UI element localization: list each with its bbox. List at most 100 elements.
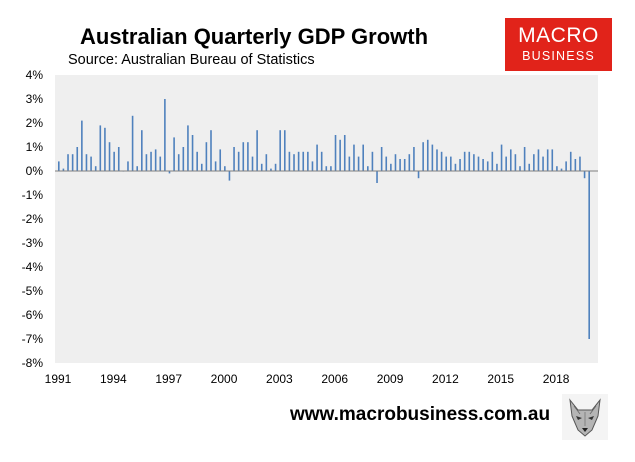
gdp-bar <box>362 144 364 171</box>
y-tick-label: -2% <box>22 212 44 226</box>
gdp-bar <box>537 149 540 171</box>
gdp-bar <box>71 154 74 171</box>
bars-group <box>58 99 590 339</box>
gdp-bar <box>150 151 152 171</box>
gdp-bar <box>408 154 411 171</box>
gdp-bar <box>546 149 549 171</box>
gdp-bar <box>90 156 92 171</box>
gdp-bar <box>108 142 111 171</box>
gdp-bar <box>523 147 526 171</box>
gdp-bar <box>491 151 494 171</box>
gdp-bar <box>256 130 258 171</box>
gdp-bar <box>196 151 198 171</box>
gdp-bar <box>385 156 388 171</box>
gdp-bar <box>260 163 263 171</box>
gdp-bar <box>454 163 457 171</box>
gdp-bar <box>307 151 309 171</box>
gdp-bar <box>62 168 65 171</box>
gdp-bar <box>187 125 189 171</box>
gdp-bar <box>154 149 157 171</box>
gdp-bar <box>579 156 581 171</box>
y-tick-label: -3% <box>22 236 44 250</box>
gdp-bar <box>279 130 281 171</box>
gdp-bar <box>569 151 572 171</box>
gdp-bar <box>76 147 79 171</box>
gdp-bar <box>316 144 318 171</box>
chart-title: Australian Quarterly GDP Growth <box>80 24 429 49</box>
gdp-bar <box>505 156 507 171</box>
gdp-bar <box>357 156 360 171</box>
y-tick-label: -7% <box>22 332 44 346</box>
gdp-bar <box>242 142 245 171</box>
website-url: www.macrobusiness.com.au <box>290 404 551 425</box>
gdp-bar <box>390 163 392 171</box>
x-tick-label: 2012 <box>432 372 459 386</box>
gdp-bar <box>380 147 383 171</box>
gdp-bar <box>173 137 175 171</box>
gdp-bar <box>468 151 471 171</box>
logo-bottom-text: BUSINESS <box>522 49 595 63</box>
x-tick-label: 2000 <box>211 372 238 386</box>
gdp-bar <box>247 142 249 171</box>
gdp-bar <box>85 154 88 171</box>
y-tick-label: -8% <box>22 356 44 370</box>
plot-area <box>55 75 598 363</box>
gdp-bar <box>67 154 69 171</box>
gdp-bar <box>371 151 374 171</box>
gdp-bar <box>348 156 351 171</box>
gdp-bar <box>330 166 332 171</box>
y-axis-labels: 4% 3% 2% 1% 0% -1% -2% -3% -4% -5% -6% -7% -8% <box>22 68 44 370</box>
gdp-bar <box>459 159 461 171</box>
y-tick-label: -1% <box>22 188 44 202</box>
y-tick-label: 4% <box>26 68 44 82</box>
y-tick-label: 0% <box>26 164 44 178</box>
gdp-bar <box>311 161 314 171</box>
gdp-bar <box>431 144 434 171</box>
gdp-bar <box>436 149 438 171</box>
gdp-bar <box>159 156 162 171</box>
gdp-bar <box>136 166 139 171</box>
gdp-bar <box>191 135 194 171</box>
gdp-bar <box>283 130 286 171</box>
gdp-bar <box>214 161 217 171</box>
gdp-bar <box>482 159 484 171</box>
chart-subtitle: Source: Australian Bureau of Statistics <box>68 52 315 68</box>
gdp-bar <box>343 135 346 171</box>
gdp-bar <box>477 156 480 171</box>
y-tick-label: 3% <box>26 92 44 106</box>
gdp-bar <box>297 151 300 171</box>
gdp-bar <box>177 154 180 171</box>
gdp-bar <box>334 135 337 171</box>
x-tick-label: 1994 <box>100 372 127 386</box>
gdp-bar <box>145 154 148 171</box>
x-tick-label: 2006 <box>321 372 348 386</box>
gdp-bar <box>58 161 60 171</box>
gdp-bar <box>228 171 231 181</box>
gdp-bar <box>205 142 208 171</box>
gdp-bar <box>224 166 226 171</box>
gdp-bar <box>274 163 277 171</box>
gdp-bar <box>104 127 106 171</box>
gdp-bar <box>270 168 272 171</box>
gdp-bar <box>237 151 240 171</box>
gdp-bar <box>542 156 544 171</box>
gdp-bar <box>417 171 420 179</box>
gdp-bar <box>168 171 171 174</box>
x-tick-label: 1991 <box>45 372 72 386</box>
x-axis-labels: 1991 1994 1997 2000 2003 2006 2009 2012 2015 2018 <box>45 372 570 386</box>
gdp-bar <box>141 130 143 171</box>
gdp-bar <box>288 151 291 171</box>
gdp-bar <box>463 151 466 171</box>
gdp-bar <box>117 147 120 171</box>
macrobusiness-logo: MACRO BUSINESS <box>505 18 612 71</box>
gdp-bar <box>565 161 567 171</box>
gdp-bar <box>182 147 185 171</box>
x-tick-label: 2009 <box>377 372 404 386</box>
gdp-bar <box>440 151 443 171</box>
gdp-bar <box>426 139 429 171</box>
gdp-bar <box>519 166 521 171</box>
gdp-bar <box>509 149 512 171</box>
wolf-logo-icon <box>562 394 608 440</box>
gdp-bar <box>233 147 235 171</box>
